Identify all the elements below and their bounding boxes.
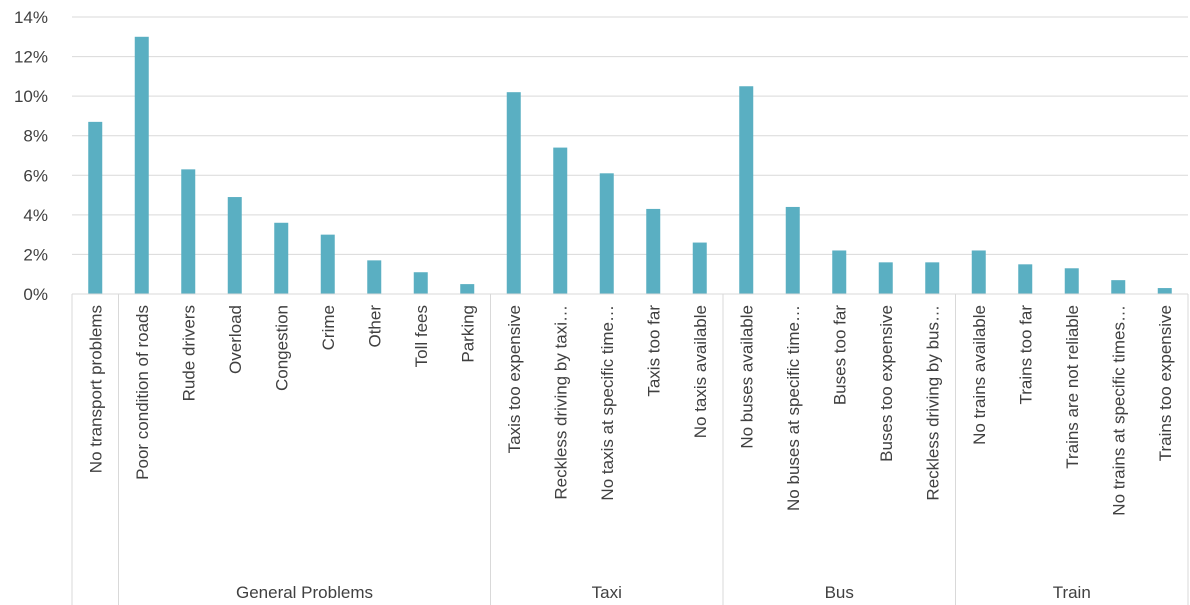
x-category-label: Trains too far [1016,305,1035,405]
bar [925,262,940,294]
bar [227,197,242,294]
bar [320,234,335,294]
x-category-label: No buses at specific time… [784,305,803,511]
bar [274,222,289,294]
bar [460,284,475,294]
bar [1111,280,1126,294]
bar [739,86,754,294]
x-group-labels: General Problems Taxi Bus Train [236,583,1091,602]
x-category-label: Parking [458,305,477,363]
x-category-label: Rude drivers [179,305,198,401]
x-group-label: Bus [825,583,854,602]
x-category-label: No trains available [970,305,989,445]
y-tick-label: 4% [23,206,48,225]
bar [832,250,847,294]
x-category-label: Buses too expensive [877,305,896,462]
x-category-label: No buses available [737,305,756,449]
bar [413,272,428,294]
bar [367,260,382,294]
y-tick-label: 10% [14,87,48,106]
x-category-label: No taxis at specific time… [598,305,617,501]
bar [1157,288,1172,294]
x-group-label: Taxi [592,583,622,602]
bar [646,208,661,294]
y-tick-label: 6% [23,166,48,185]
x-category-label: Taxis too far [644,305,663,397]
bar [506,92,521,294]
x-axis [71,293,1189,605]
x-category-label: No transport problems [86,305,105,473]
x-category-label: Poor condition of roads [133,305,152,480]
y-tick-label: 12% [14,48,48,67]
x-category-label: Buses too far [830,305,849,406]
y-tick-label: 14% [14,8,48,27]
x-category-label: Other [365,305,384,348]
x-category-label: Reckless driving by taxi… [551,305,570,500]
bar [785,206,800,294]
bar [971,250,986,294]
y-tick-label: 8% [23,127,48,146]
bar [553,147,568,294]
x-category-label: Reckless driving by bus… [923,305,942,501]
bar [134,36,149,295]
y-axis-ticks: 0% 2% 4% 6% 8% 10% 12% 14% [14,8,48,304]
bar [1064,268,1079,294]
bar [1018,264,1033,294]
bar [878,262,893,294]
x-group-label: General Problems [236,583,373,602]
x-category-label: Trains too expensive [1156,305,1175,461]
bar [599,173,614,294]
bar [692,242,707,294]
gridlines [72,16,1188,295]
x-category-labels: No transport problems Poor condition of r… [86,305,1175,516]
bar [88,121,103,294]
x-category-label: Overload [226,305,245,374]
bars [88,36,1172,295]
x-group-label: Train [1053,583,1091,602]
x-category-label: No trains at specific times… [1109,305,1128,516]
y-tick-label: 0% [23,285,48,304]
x-category-label: Trains are not reliable [1063,305,1082,469]
x-category-label: No taxis available [691,305,710,438]
x-category-label: Crime [319,305,338,350]
bar [181,169,196,294]
x-category-label: Toll fees [412,305,431,367]
x-category-label: Taxis too expensive [505,305,524,453]
x-category-label: Congestion [272,305,291,391]
y-tick-label: 2% [23,245,48,264]
